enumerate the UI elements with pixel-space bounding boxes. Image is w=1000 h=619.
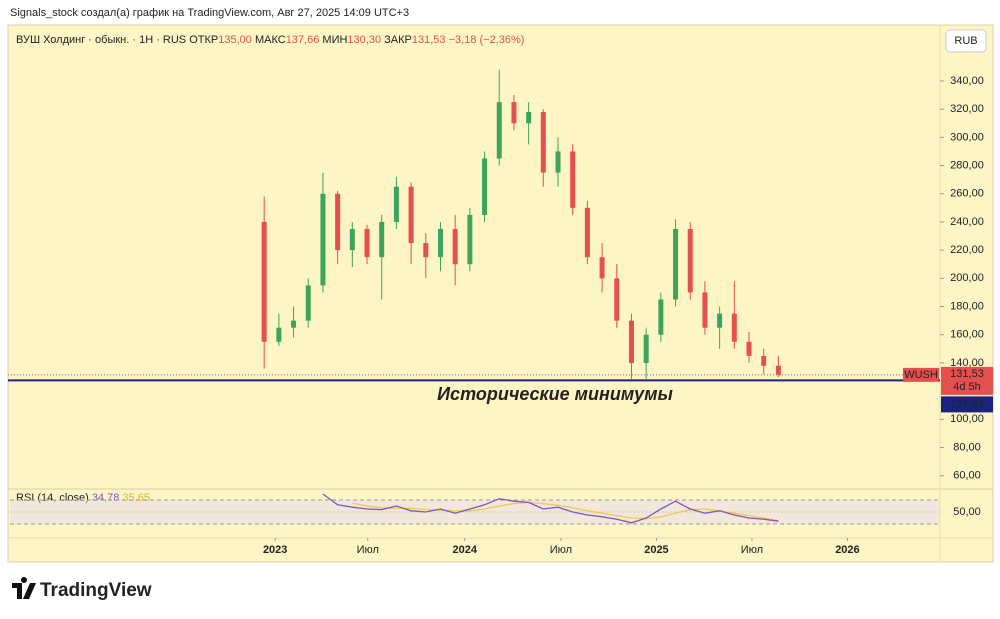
y-tick-label: 240,00 — [950, 216, 984, 228]
open: 135,00 — [218, 34, 252, 46]
annotation: Исторические минимумы — [437, 384, 673, 404]
candle-body — [423, 243, 429, 258]
symbol-box — [903, 367, 939, 382]
symbol-label: WUSH — [904, 369, 938, 381]
countdown: 4d 5h — [953, 381, 981, 393]
candle-body — [614, 278, 620, 321]
x-tick-label: 2026 — [835, 544, 859, 556]
y-tick-label: 280,00 — [950, 159, 984, 171]
high-label: МАКС — [255, 34, 286, 46]
candle-body — [393, 186, 399, 222]
y-tick-label: 180,00 — [950, 300, 984, 312]
y-tick-label: 300,00 — [950, 131, 984, 143]
candle-body — [643, 334, 649, 363]
open-label: ОТКР — [189, 34, 218, 46]
candle-body — [761, 355, 767, 366]
x-tick-label: Июл — [741, 544, 763, 556]
candle-body — [320, 193, 326, 286]
candle-body — [349, 228, 355, 251]
high: 137,66 — [286, 34, 320, 46]
y-tick-label: 220,00 — [950, 244, 984, 256]
candle-body — [496, 102, 502, 159]
x-tick-label: 2024 — [452, 544, 477, 556]
candle-body — [658, 299, 664, 335]
candle-body — [540, 111, 546, 173]
candle-body — [261, 221, 267, 342]
candle-body — [746, 341, 752, 356]
currency: RUB — [954, 35, 977, 47]
candle-body — [437, 228, 443, 258]
close: 131,53 — [412, 34, 446, 46]
candle-body — [291, 320, 297, 328]
candle-body — [511, 102, 517, 124]
y-tick-label: 60,00 — [953, 470, 981, 482]
rsi-line — [352, 501, 779, 522]
candle-body — [379, 221, 385, 258]
y-tick-label: 50,00 — [953, 506, 981, 518]
candle-body — [452, 228, 458, 265]
y-tick-label: 100,00 — [950, 413, 984, 425]
candle-body — [408, 186, 414, 244]
x-tick-label: Июл — [550, 544, 572, 556]
brand-logo — [12, 577, 36, 599]
candle-body — [584, 207, 590, 258]
caption: Signals_stock создал(а) график на Tradin… — [10, 7, 409, 19]
y-tick-label: 340,00 — [950, 75, 984, 87]
currency-button[interactable] — [945, 29, 987, 53]
low-label: МИН — [322, 34, 347, 46]
low: 130,30 — [347, 34, 381, 46]
x-tick-label: 2023 — [263, 544, 287, 556]
candle-body — [467, 214, 473, 265]
candle-body — [731, 313, 737, 342]
change: −3,18 (−2,36%) — [449, 34, 525, 46]
x-tick-label: Июл — [357, 544, 379, 556]
y-tick-label: 260,00 — [950, 188, 984, 200]
y-tick-label: 140,00 — [950, 357, 984, 369]
candle-body — [482, 158, 488, 215]
candle-body — [305, 285, 311, 321]
candle-body — [628, 320, 634, 363]
last-price-label: 131,53 — [950, 368, 984, 380]
candle-body — [775, 365, 781, 375]
level-label-box — [941, 396, 993, 413]
symbol: ВУШ Холдинг · обыкн. · 1Н · RUS — [16, 34, 186, 46]
x-tick-label: 2025 — [644, 544, 668, 556]
legend: ВУШ Холдинг · обыкн. · 1Н · RUS ОТКР135,… — [16, 34, 524, 46]
y-tick-label: 160,00 — [950, 329, 984, 341]
candle-body — [702, 292, 708, 328]
candle-body — [570, 151, 576, 208]
candle-body — [599, 257, 605, 279]
candle-body — [555, 151, 561, 173]
level-label: 127,62 — [950, 398, 984, 410]
candle-body — [526, 111, 532, 124]
candle-body — [687, 228, 693, 293]
candle-body — [335, 193, 341, 251]
candle-body — [673, 228, 679, 300]
y-tick-label: 200,00 — [950, 272, 984, 284]
rsi-line — [322, 493, 779, 524]
candle-body — [276, 327, 282, 342]
y-tick-label: 320,00 — [950, 103, 984, 115]
close-label: ЗАКР — [384, 34, 412, 46]
brand: TradingView — [40, 580, 152, 601]
last-price-box — [941, 366, 993, 395]
candle-body — [364, 228, 370, 258]
candle-body — [717, 313, 723, 328]
y-tick-label: 80,00 — [953, 441, 981, 453]
